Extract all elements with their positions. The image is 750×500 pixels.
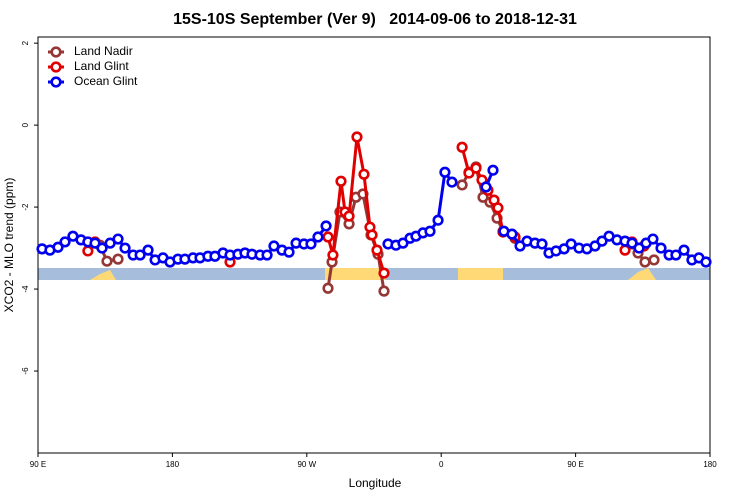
surface-strip (38, 268, 710, 280)
y-tick-label: -4 (21, 285, 30, 293)
data-point (397, 237, 409, 249)
data-point (378, 267, 390, 279)
data-point (648, 254, 660, 266)
data-point (112, 233, 124, 245)
data-point (322, 282, 334, 294)
data-point (589, 240, 601, 252)
data-point (432, 214, 444, 226)
land-strip (458, 268, 503, 280)
legend-marker (50, 46, 62, 58)
data-point (487, 164, 499, 176)
data-point (647, 233, 659, 245)
land-strip (628, 268, 656, 280)
data-point (470, 162, 482, 174)
data-point (480, 181, 492, 193)
data-point (89, 237, 101, 249)
data-point (112, 253, 124, 265)
data-point (378, 285, 390, 297)
data-point (439, 166, 451, 178)
x-tick-label: 0 (439, 460, 444, 469)
data-point (633, 242, 645, 254)
data-point (52, 241, 64, 253)
data-point (700, 256, 712, 268)
x-tick-label: 180 (703, 460, 717, 469)
data-point (456, 179, 468, 191)
chart-title: 15S-10S September (Ver 9) 2014-09-06 to … (173, 11, 577, 28)
data-point (305, 238, 317, 250)
data-point (96, 242, 108, 254)
y-tick-label: 0 (21, 122, 30, 127)
data-point (626, 237, 638, 249)
data-point (558, 243, 570, 255)
data-point (343, 210, 355, 222)
data-point (619, 244, 631, 256)
data-point (446, 176, 458, 188)
x-tick-label: 90 E (567, 460, 583, 469)
y-axis-label: XCO2 - MLO trend (ppm) (2, 178, 16, 313)
legend-label: Land Glint (74, 59, 129, 73)
x-axis-label: Longitude (349, 476, 402, 490)
legend-marker (50, 76, 62, 88)
legend-label: Land Nadir (74, 44, 133, 58)
y-tick-label: 2 (21, 40, 30, 45)
data-point (655, 242, 667, 254)
data-point (639, 256, 651, 268)
data-point (678, 244, 690, 256)
data-point (327, 249, 339, 261)
x-tick-label: 90 W (297, 460, 316, 469)
data-point (335, 175, 347, 187)
data-point (670, 249, 682, 261)
legend-label: Ocean Glint (74, 74, 138, 88)
data-point (119, 242, 131, 254)
y-tick-label: -2 (21, 203, 30, 211)
data-point (312, 231, 324, 243)
data-point (596, 235, 608, 247)
data-point (322, 231, 334, 243)
data-point (463, 167, 475, 179)
data-point (283, 246, 295, 258)
data-point (358, 168, 370, 180)
data-point (142, 244, 154, 256)
data-point (320, 220, 332, 232)
data-point (371, 244, 383, 256)
land-strip (325, 268, 385, 280)
x-tick-label: 180 (166, 460, 180, 469)
data-point (536, 238, 548, 250)
data-point (59, 236, 71, 248)
y-tick-label: -6 (21, 367, 30, 375)
data-point (456, 141, 468, 153)
plot-frame (37, 36, 711, 454)
data-point (492, 202, 504, 214)
data-point (134, 249, 146, 261)
data-point (351, 131, 363, 143)
data-point (101, 255, 113, 267)
land-strip (90, 270, 116, 280)
x-tick-label: 90 E (30, 460, 46, 469)
data-point (261, 249, 273, 261)
data-point (424, 225, 436, 237)
data-point (82, 245, 94, 257)
data-point (366, 229, 378, 241)
legend-marker (50, 61, 62, 73)
data-point (506, 228, 518, 240)
data-point (514, 240, 526, 252)
